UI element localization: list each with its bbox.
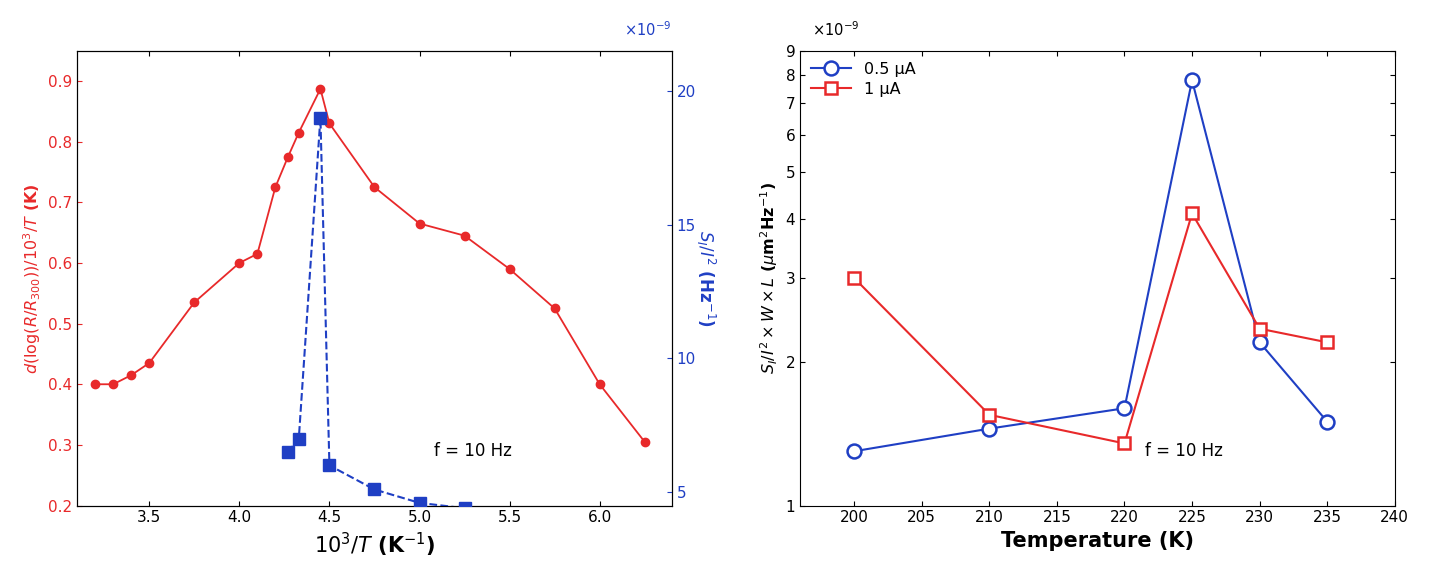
- Text: f = 10 Hz: f = 10 Hz: [433, 442, 512, 460]
- 1 μA: [981, 411, 998, 418]
- 0.5 μA: [845, 448, 862, 455]
- 1 μA: [1184, 210, 1201, 217]
- X-axis label: $10^3/T$ (K$^{-1}$): $10^3/T$ (K$^{-1}$): [313, 531, 435, 559]
- X-axis label: Temperature (K): Temperature (K): [1001, 531, 1194, 551]
- Text: $\times10^{-9}$: $\times10^{-9}$: [625, 21, 672, 39]
- 0.5 μA: [1318, 418, 1336, 425]
- Line: 1 μA: 1 μA: [848, 207, 1333, 450]
- 0.5 μA: [1251, 339, 1268, 346]
- 1 μA: [1251, 325, 1268, 332]
- Line: 0.5 μA: 0.5 μA: [848, 74, 1334, 458]
- 1 μA: [845, 275, 862, 282]
- 0.5 μA: [981, 425, 998, 432]
- Text: f = 10 Hz: f = 10 Hz: [1145, 442, 1223, 460]
- 0.5 μA: [1184, 77, 1201, 84]
- Legend: 0.5 μA, 1 μA: 0.5 μA, 1 μA: [808, 59, 919, 100]
- Y-axis label: $S_I/I^2$ (Hz$^{-1}$): $S_I/I^2$ (Hz$^{-1}$): [694, 230, 716, 327]
- Y-axis label: $S_I/I^2 \times W \times L$ ($\mu$m$^2$Hz$^{-1}$): $S_I/I^2 \times W \times L$ ($\mu$m$^2$H…: [758, 182, 779, 374]
- 0.5 μA: [1115, 405, 1133, 412]
- Y-axis label: $d(\log(R/R_{300}))/10^3/T$ (K): $d(\log(R/R_{300}))/10^3/T$ (K): [21, 183, 43, 374]
- 1 μA: [1115, 440, 1133, 447]
- 1 μA: [1318, 339, 1336, 346]
- Text: $\times10^{-9}$: $\times10^{-9}$: [812, 21, 859, 39]
